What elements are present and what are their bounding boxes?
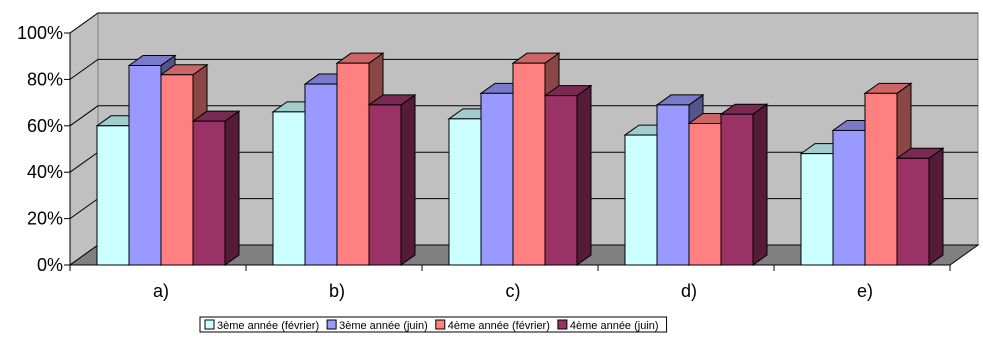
legend-label: 3ème année (février) — [217, 320, 319, 332]
legend-label: 4ème année (juin) — [570, 320, 659, 332]
legend-label: 3ème année (juin) — [339, 320, 428, 332]
x-tick-label: b) — [329, 281, 345, 301]
bar-front — [96, 125, 130, 266]
x-tick-label: e) — [857, 281, 873, 301]
y-tick-label: 100% — [17, 23, 63, 43]
bar — [367, 93, 417, 266]
bar — [191, 110, 241, 266]
legend-label: 4ème année (février) — [448, 320, 550, 332]
legend-swatch — [326, 319, 337, 330]
bar-front — [832, 129, 866, 266]
bar-front — [896, 157, 930, 266]
bar-side — [752, 103, 768, 266]
y-tick-label: 20% — [27, 209, 63, 229]
bar-side — [224, 110, 240, 266]
legend: 3ème année (février) 3ème année (juin) 4èm… — [199, 316, 668, 333]
bars — [95, 52, 945, 266]
bar-front — [192, 120, 226, 266]
legend-swatch — [204, 319, 215, 330]
bar-front — [544, 95, 578, 266]
y-tick-label: 60% — [27, 116, 63, 136]
bar-front — [128, 64, 162, 266]
legend-swatch — [435, 319, 446, 330]
bar-front — [656, 104, 690, 266]
bar-front — [624, 134, 658, 266]
bar-front — [304, 83, 338, 266]
x-tick-label: c) — [506, 281, 521, 301]
bar-front — [720, 113, 754, 266]
bar-front — [448, 118, 482, 266]
legend-box — [199, 316, 668, 333]
bar-front — [480, 92, 514, 266]
y-tick-label: 40% — [27, 162, 63, 182]
bar-front — [864, 92, 898, 266]
y-axis-tick-labels: 0% 20% 40% 60% 80% 100% — [17, 23, 63, 275]
axes — [64, 32, 951, 271]
x-tick-label: d) — [681, 281, 697, 301]
bar — [543, 84, 593, 266]
bar-front — [512, 62, 546, 266]
bar-front — [160, 74, 194, 266]
gridline — [69, 12, 978, 34]
bar-front — [336, 62, 370, 266]
bar-side — [928, 147, 944, 266]
x-tick-label: a) — [153, 281, 169, 301]
x-axis-tick-labels: a) b) c) d) e) — [153, 281, 873, 301]
bar-side — [400, 93, 416, 266]
side-wall — [69, 12, 99, 266]
legend-item: 3ème année (février) — [204, 319, 319, 332]
legend-swatch — [557, 319, 568, 330]
bar-front — [688, 122, 722, 266]
y-tick-label: 0% — [37, 255, 63, 275]
bar-front — [800, 153, 834, 266]
bar — [895, 147, 945, 266]
bar-front — [272, 111, 306, 266]
legend-item: 4ème année (février) — [435, 319, 550, 332]
y-tick-label: 80% — [27, 69, 63, 89]
legend-item: 4ème année (juin) — [557, 319, 659, 332]
bar — [719, 103, 769, 266]
legend-item: 3ème année (juin) — [326, 319, 428, 332]
gridline — [69, 58, 978, 80]
bar-front — [368, 104, 402, 266]
bar-side — [576, 84, 592, 266]
